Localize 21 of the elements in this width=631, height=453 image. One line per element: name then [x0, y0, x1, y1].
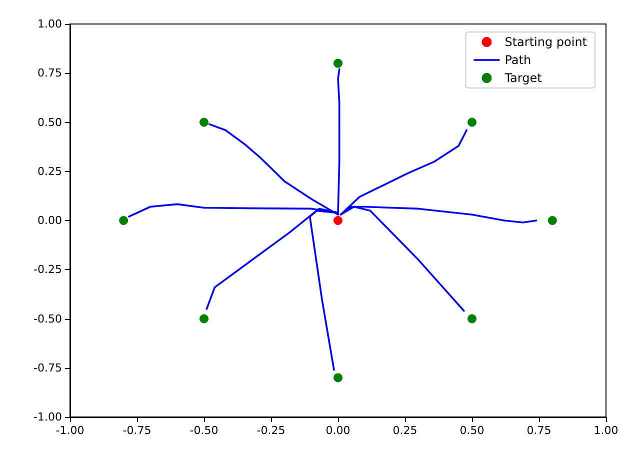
- x-tick-label: 1.00: [594, 424, 618, 437]
- y-tick-label: -0.25: [34, 263, 62, 276]
- x-tick-label: 0.75: [526, 424, 552, 437]
- y-tick-label: -1.00: [34, 410, 62, 424]
- x-tick-label: -1.00: [56, 424, 84, 437]
- y-tick-label: 0.50: [38, 116, 62, 129]
- legend-label: Path: [504, 53, 532, 67]
- y-tick-label: 0.75: [38, 66, 62, 80]
- x-tick-label: -0.75: [122, 424, 152, 437]
- y-tick-label: -0.50: [34, 312, 62, 326]
- y-tick-label: 0.00: [38, 214, 62, 227]
- x-tick-label: 0.00: [326, 424, 350, 437]
- x-tick-label: 0.50: [460, 424, 484, 437]
- x-tick-label: -0.25: [256, 424, 286, 437]
- x-tick-label: 0.25: [392, 424, 418, 437]
- y-tick-label: -0.75: [34, 361, 62, 374]
- x-tick-label: -0.50: [190, 424, 218, 437]
- y-tick-label: 1.00: [38, 18, 62, 30]
- y-tick-label: 0.25: [38, 164, 62, 178]
- legend-label: Target: [504, 71, 542, 85]
- legend-label: Starting point: [504, 35, 588, 49]
